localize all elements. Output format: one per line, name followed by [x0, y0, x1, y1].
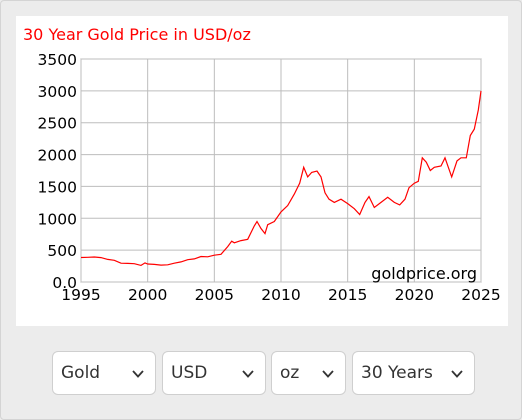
currency-select-value: USD: [171, 363, 208, 383]
y-tick-label: 1500: [38, 178, 77, 196]
y-tick-label: 2500: [38, 115, 77, 133]
x-tick-label: 2015: [328, 286, 367, 304]
watermark-text: goldprice.org: [371, 264, 477, 283]
x-tick-label: 2005: [195, 286, 234, 304]
unit-select[interactable]: oz: [271, 351, 346, 395]
x-tick-label: 2000: [128, 286, 167, 304]
y-tick-label: 3500: [38, 51, 77, 69]
gold-price-chart: 30 Year Gold Price in USD/oz 3500 3000 250…: [23, 25, 501, 304]
x-tick-label: 2020: [395, 286, 434, 304]
currency-select[interactable]: USD: [162, 351, 266, 395]
y-axis-ticks: 3500 3000 2500 2000 1500 1000 500 0.0: [38, 51, 77, 292]
x-tick-label: 2025: [461, 286, 500, 304]
chevron-down-icon: [322, 370, 334, 378]
chart-title: 30 Year Gold Price in USD/oz: [23, 25, 251, 44]
gold-price-line: [80, 90, 482, 267]
chevron-down-icon: [242, 370, 254, 378]
metal-select-value: Gold: [61, 363, 101, 383]
chevron-down-icon: [132, 370, 144, 378]
chevron-down-icon: [451, 370, 463, 378]
x-tick-label: 2010: [261, 286, 300, 304]
unit-select-value: oz: [280, 363, 300, 383]
y-tick-label: 3000: [38, 83, 77, 101]
metal-select[interactable]: Gold: [52, 351, 156, 395]
y-tick-label: 0.0: [52, 274, 77, 292]
x-tick-label: 1995: [61, 286, 100, 304]
y-tick-label: 500: [47, 242, 77, 260]
grid: [80, 58, 482, 283]
period-select-value: 30 Years: [361, 363, 433, 383]
x-axis-ticks: 1995 2000 2005 2010 2015 2020 2025: [61, 286, 500, 304]
period-select[interactable]: 30 Years: [352, 351, 475, 395]
y-tick-label: 1000: [38, 210, 77, 228]
y-tick-label: 2000: [38, 147, 77, 165]
chart-panel: 30 Year Gold Price in USD/oz 3500 3000 250…: [16, 16, 508, 326]
